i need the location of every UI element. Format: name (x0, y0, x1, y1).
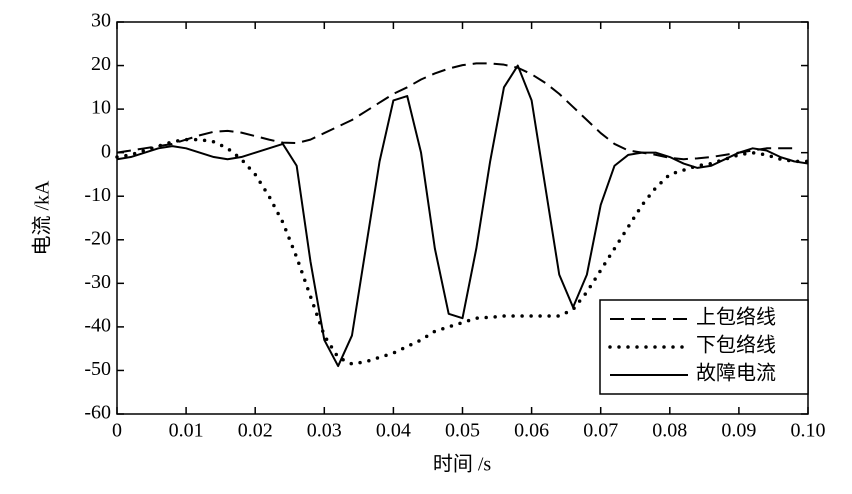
x-tick-label: 0.06 (514, 420, 549, 442)
x-tick-label: 0.09 (721, 420, 756, 442)
x-tick-label: 0.03 (307, 420, 342, 442)
y-tick-label: -60 (84, 402, 111, 424)
x-tick-label: 0.01 (169, 420, 204, 442)
x-tick-label: 0.07 (583, 420, 618, 442)
y-tick-label: -50 (84, 358, 111, 380)
y-axis-label: 电流 /kA (31, 180, 54, 256)
y-tick-label: 30 (91, 10, 111, 32)
x-tick-label: 0.10 (791, 420, 826, 442)
y-tick-label: 10 (91, 97, 111, 119)
series-line (116, 64, 809, 368)
legend-label: 故障电流 (696, 362, 776, 385)
x-tick-label: 0.05 (445, 420, 480, 442)
legend-box (599, 299, 809, 395)
series-line (116, 62, 795, 161)
y-tick-label: -20 (84, 227, 111, 249)
plot-frame (116, 21, 809, 415)
y-tick-label: -30 (84, 271, 111, 293)
x-tick-label: 0 (112, 420, 122, 442)
y-tick-label: 20 (91, 53, 111, 75)
x-tick-label: 0.04 (376, 420, 411, 442)
x-axis-label: 时间 /s (433, 453, 492, 476)
x-tick-label: 0.02 (238, 420, 273, 442)
y-tick-label: 0 (101, 140, 111, 162)
legend-label: 下包络线 (696, 334, 776, 357)
legend-label: 上包络线 (696, 306, 776, 329)
x-tick-label: 0.08 (652, 420, 687, 442)
y-tick-label: -40 (84, 314, 111, 336)
y-tick-label: -10 (84, 184, 111, 206)
